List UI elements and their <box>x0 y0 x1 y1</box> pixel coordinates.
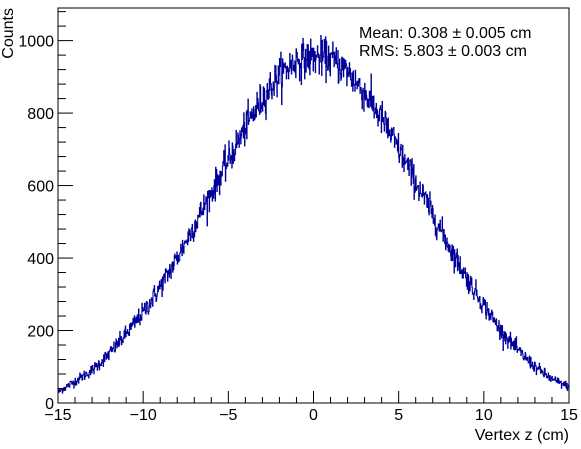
x-tick-label: 10 <box>475 407 493 424</box>
x-tick-label: −10 <box>130 407 157 424</box>
axes: −15 −10 −5 0 5 10 15 0 200 400 600 800 1000 <box>18 7 578 424</box>
stats-mean-label: Mean: 0.308 ± 0.005 cm <box>359 25 531 42</box>
x-tick-label: 0 <box>309 407 318 424</box>
y-tick-label: 600 <box>27 179 54 196</box>
y-axis-title: Counts <box>0 8 17 59</box>
histogram-series <box>57 35 570 394</box>
x-tick-label: 15 <box>560 407 578 424</box>
x-tick-label: −15 <box>44 407 71 424</box>
y-tick-label: 1000 <box>18 34 54 51</box>
x-axis-title: Vertex z (cm) <box>475 427 569 444</box>
stats-rms-label: RMS: 5.803 ± 0.003 cm <box>359 43 527 60</box>
y-tick-label: 800 <box>27 106 54 123</box>
y-tick-label: 400 <box>27 251 54 268</box>
plot-area <box>57 35 570 394</box>
x-tick-label: 5 <box>394 407 403 424</box>
y-tick-label: 200 <box>27 324 54 341</box>
y-tick-label: 0 <box>45 396 54 413</box>
x-tick-label: −5 <box>219 407 237 424</box>
